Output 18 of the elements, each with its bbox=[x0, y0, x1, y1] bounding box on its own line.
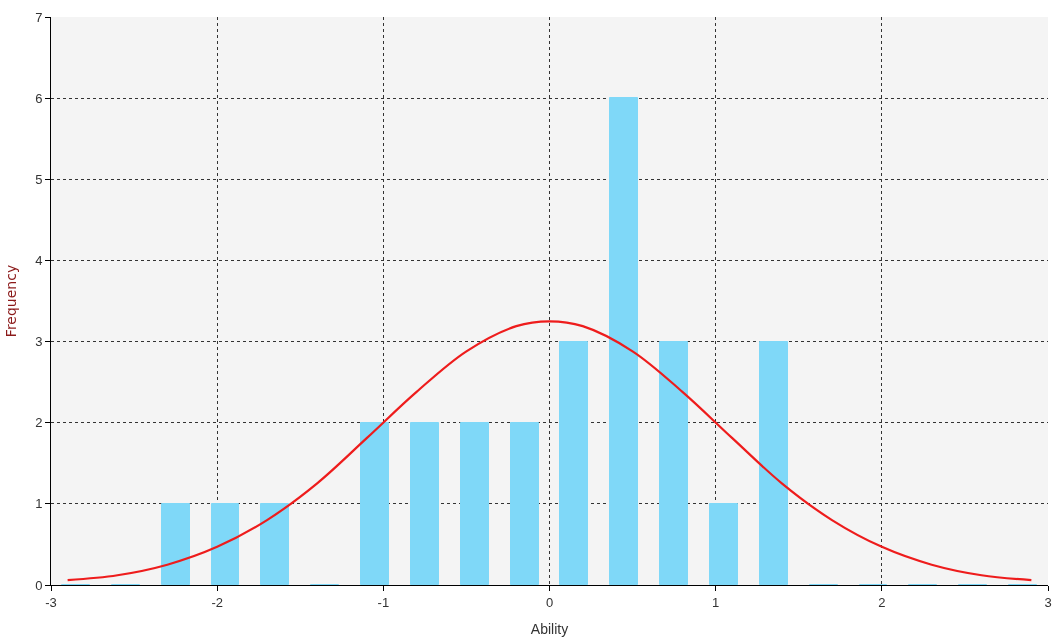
x-tick-label: 1 bbox=[712, 594, 720, 610]
x-tick-label: 2 bbox=[878, 594, 886, 610]
x-axis-title: Ability bbox=[530, 620, 569, 637]
y-tick-label: 4 bbox=[35, 252, 43, 268]
line-series bbox=[66, 320, 1033, 582]
y-tick-label: 2 bbox=[35, 415, 43, 431]
y-tick-label: 7 bbox=[35, 9, 43, 25]
y-axis-title: Frequency bbox=[2, 264, 19, 338]
x-tick-label: -1 bbox=[377, 594, 390, 610]
y-tick-label: 6 bbox=[35, 90, 43, 106]
x-tick-label: 3 bbox=[1044, 594, 1052, 610]
y-tick-label: 1 bbox=[35, 496, 43, 512]
y-tick-label: 0 bbox=[35, 577, 43, 593]
y-tick-label: 5 bbox=[35, 171, 43, 187]
y-tick-label: 3 bbox=[35, 334, 43, 350]
x-tick-label: -3 bbox=[45, 594, 57, 610]
x-tick-label: -2 bbox=[211, 594, 223, 610]
x-tick-label: 0 bbox=[545, 594, 554, 610]
